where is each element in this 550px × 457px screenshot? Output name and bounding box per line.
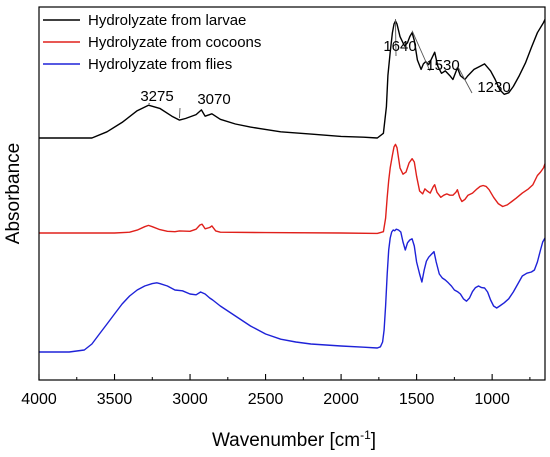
annotation-label-3275: 3275 [140, 88, 173, 105]
series-line-2 [39, 143, 546, 235]
legend: Hydrolyzate from larvae Hydrolyzate from … [43, 12, 261, 73]
annotation-label-1230: 1230 [477, 79, 510, 96]
series-line-3 [39, 228, 546, 353]
annotation-leader-3070 [179, 107, 181, 119]
annotation-leader-1230 [456, 65, 473, 94]
legend-label-1: Hydrolyzate from larvae [88, 12, 246, 29]
x-tick-label-3500: 3500 [97, 391, 133, 408]
legend-label-3: Hydrolyzate from flies [88, 56, 232, 73]
annotation-leader-1640 [395, 18, 397, 57]
series-layer [39, 19, 546, 353]
legend-label-2: Hydrolyzate from cocoons [88, 34, 261, 51]
plot-frame [38, 6, 546, 381]
annotation-leader-1530 [411, 30, 431, 72]
x-tick-label-1000: 1000 [474, 391, 510, 408]
x-axis-title: Wavenumber [cm-1] [212, 428, 376, 451]
x-axis: 4000 3500 3000 2500 2000 1500 1000 [21, 374, 531, 408]
x-tick-label-2000: 2000 [323, 391, 359, 408]
x-tick-label-3000: 3000 [172, 391, 208, 408]
annotation-label-1530: 1530 [426, 57, 459, 74]
annotation-label-3070: 3070 [197, 91, 230, 108]
x-tick-label-4000: 4000 [21, 391, 57, 408]
annotation-layer: 3275 3070 1640 1530 1230 [140, 18, 511, 119]
x-tick-label-1500: 1500 [399, 391, 435, 408]
x-tick-label-2500: 2500 [248, 391, 284, 408]
series-line-1 [39, 19, 546, 139]
y-axis-title: Absorbance [3, 143, 24, 244]
annotation-leader-3275 [148, 102, 151, 105]
annotation-label-1640: 1640 [383, 38, 416, 55]
